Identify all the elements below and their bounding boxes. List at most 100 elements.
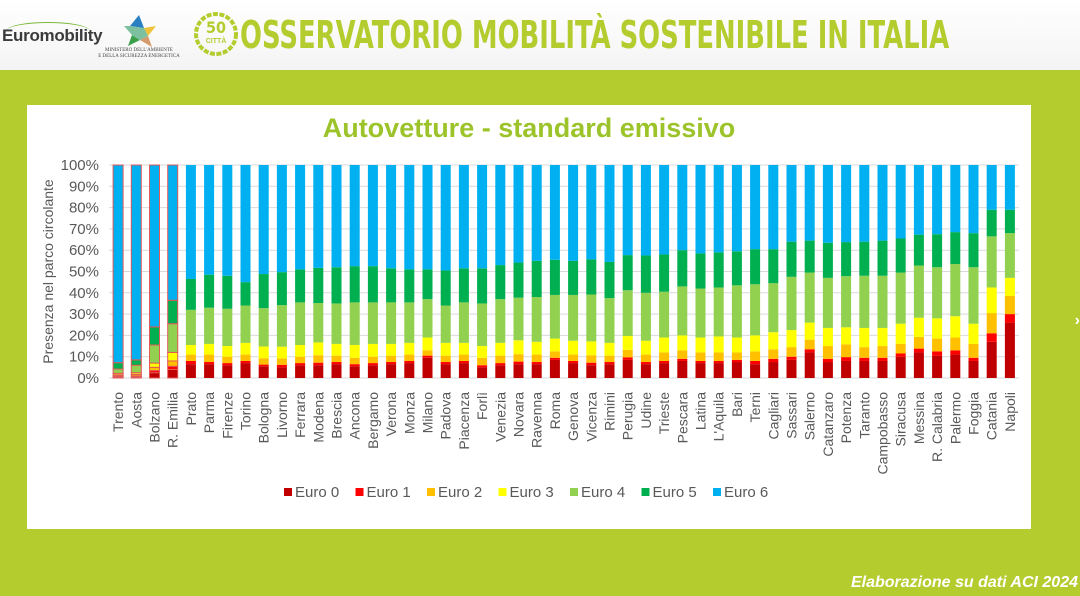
bar-segment-euro-0 bbox=[440, 364, 451, 378]
bar-segment-euro-3 bbox=[841, 327, 852, 345]
bar-segment-euro-2 bbox=[786, 347, 797, 357]
bar-segment-euro-6 bbox=[495, 165, 506, 266]
bar-segment-euro-4 bbox=[531, 297, 542, 342]
legend-swatch bbox=[641, 488, 650, 496]
bar-segment-euro-5 bbox=[477, 268, 488, 304]
bar-segment-euro-1 bbox=[204, 362, 215, 365]
bar-segment-euro-1 bbox=[859, 357, 870, 361]
bar-segment-euro-0 bbox=[276, 367, 287, 378]
bar-segment-euro-6 bbox=[1004, 165, 1015, 210]
bar-segment-euro-4 bbox=[786, 276, 797, 331]
bar-segment-euro-3 bbox=[313, 342, 324, 356]
bar-segment-euro-0 bbox=[313, 365, 324, 378]
bar-segment-euro-2 bbox=[731, 352, 742, 360]
bar-segment-euro-2 bbox=[713, 352, 724, 361]
bar-segment-euro-6 bbox=[622, 165, 633, 256]
bar-segment-euro-5 bbox=[950, 232, 961, 265]
bar-segment-euro-6 bbox=[968, 165, 979, 234]
bar-segment-euro-1 bbox=[622, 357, 633, 360]
bar-segment-euro-2 bbox=[604, 355, 615, 363]
y-tick-label: 40% bbox=[69, 285, 99, 302]
y-tick-label: 60% bbox=[69, 242, 99, 259]
x-tick-label: Latina bbox=[693, 392, 709, 430]
bar-segment-euro-1 bbox=[841, 357, 852, 361]
bar-segment-euro-6 bbox=[167, 164, 179, 301]
y-tick-label: 50% bbox=[69, 264, 99, 281]
x-tick-label: Torino bbox=[238, 392, 254, 430]
bar-segment-euro-2 bbox=[386, 355, 397, 363]
bar-segment-euro-3 bbox=[295, 344, 306, 357]
bar-segment-euro-0 bbox=[731, 362, 742, 378]
bar-segment-euro-0 bbox=[950, 354, 961, 378]
bar-segment-euro-2 bbox=[222, 356, 233, 364]
bar-segment-euro-6 bbox=[677, 165, 688, 251]
bar-segment-euro-6 bbox=[349, 165, 360, 267]
bar-segment-euro-2 bbox=[586, 355, 597, 363]
next-slide-arrow-icon[interactable]: › bbox=[1074, 312, 1080, 329]
bar-segment-euro-2 bbox=[367, 356, 378, 364]
bar-segment-euro-3 bbox=[422, 337, 433, 351]
bar-segment-euro-5 bbox=[859, 241, 870, 276]
bar-segment-euro-2 bbox=[568, 354, 579, 361]
bar-segment-euro-0 bbox=[640, 364, 651, 378]
bar-segment-euro-3 bbox=[204, 343, 215, 355]
bar-segment-euro-1 bbox=[768, 358, 779, 363]
x-tick-label: Roma bbox=[547, 392, 563, 430]
bar-segment-euro-6 bbox=[986, 165, 997, 210]
bar-segment-euro-1 bbox=[477, 365, 488, 368]
bar-segment-euro-2 bbox=[622, 349, 633, 358]
bar-segment-euro-2 bbox=[404, 354, 415, 361]
bar-segment-euro-6 bbox=[422, 165, 433, 270]
bar-segment-euro-3 bbox=[786, 330, 797, 348]
bar-segment-euro-3 bbox=[622, 336, 633, 350]
bar-segment-euro-1 bbox=[349, 364, 360, 367]
x-tick-label: Trieste bbox=[656, 392, 672, 434]
bar-segment-euro-3 bbox=[258, 346, 269, 359]
bar-segment-euro-5 bbox=[568, 260, 579, 295]
bar-segment-euro-1 bbox=[822, 358, 833, 363]
x-tick-label: Ravenna bbox=[529, 392, 545, 448]
bar-segment-euro-3 bbox=[659, 337, 670, 353]
x-tick-label: Prato bbox=[183, 392, 199, 426]
bar-segment-euro-3 bbox=[276, 346, 287, 359]
y-axis-label: Presenza nel parco circolante bbox=[40, 179, 56, 364]
bar-segment-euro-3 bbox=[458, 342, 469, 355]
bar-segment-euro-1 bbox=[659, 360, 670, 364]
legend-label: Euro 1 bbox=[367, 484, 411, 501]
bar-segment-euro-2 bbox=[458, 354, 469, 361]
x-tick-label: Monza bbox=[401, 392, 417, 434]
bar-segment-euro-1 bbox=[295, 363, 306, 366]
banner-title: OSSERVATORIO MOBILITÀ SOSTENIBILE IN ITA… bbox=[240, 13, 950, 57]
bar-segment-euro-3 bbox=[768, 332, 779, 350]
euromobility-logo-arc bbox=[6, 22, 90, 31]
bar-segment-euro-5 bbox=[331, 267, 342, 304]
bar-segment-euro-3 bbox=[185, 344, 196, 355]
bar-segment-euro-6 bbox=[130, 164, 142, 361]
bar-segment-euro-2 bbox=[549, 351, 560, 358]
bar-segment-euro-1 bbox=[422, 355, 433, 358]
bar-segment-euro-3 bbox=[804, 322, 815, 340]
bar-segment-euro-1 bbox=[331, 362, 342, 365]
bar-segment-euro-4 bbox=[349, 302, 360, 345]
bar-segment-euro-1 bbox=[604, 362, 615, 365]
bar-segment-euro-1 bbox=[677, 358, 688, 361]
chart-panel: Autovetture - standard emissivo 0% 10% 20%… bbox=[27, 105, 1031, 529]
bar-segment-euro-2 bbox=[877, 346, 888, 358]
bar-segment-euro-2 bbox=[986, 313, 997, 334]
bar-segment-euro-6 bbox=[640, 165, 651, 256]
x-tick-label: Bologna bbox=[256, 392, 272, 444]
bar-segment-euro-0 bbox=[568, 363, 579, 378]
x-tick-label: Genova bbox=[565, 392, 581, 441]
bar-segment-euro-0 bbox=[859, 360, 870, 378]
x-tick-label: Terni bbox=[747, 392, 763, 422]
bar-segment-euro-4 bbox=[1004, 233, 1015, 278]
bar-segment-euro-0 bbox=[458, 363, 469, 378]
bar-segment-euro-0 bbox=[622, 359, 633, 378]
legend-label: Euro 2 bbox=[438, 484, 482, 501]
bar-segment-euro-3 bbox=[477, 346, 488, 358]
bar-segment-euro-1 bbox=[713, 360, 724, 364]
star-emblem-icon bbox=[124, 15, 156, 47]
bar-segment-euro-6 bbox=[549, 165, 560, 260]
ministero-text: MINISTERO DELL'AMBIENTE E DELLA SICUREZZ… bbox=[94, 48, 184, 60]
bar-segment-euro-5 bbox=[276, 272, 287, 306]
